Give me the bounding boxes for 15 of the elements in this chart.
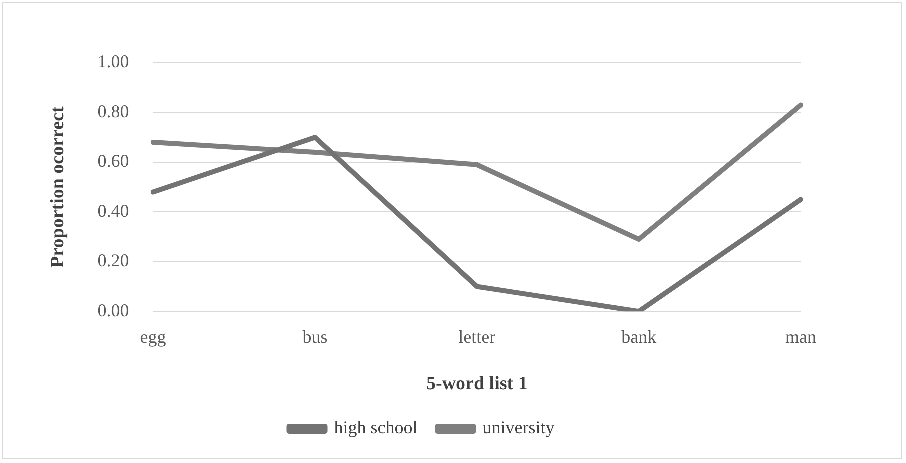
x-tick-label: man <box>786 327 816 348</box>
x-axis-title: 5-word list 1 <box>426 374 528 395</box>
x-tick-label: bus <box>302 327 328 348</box>
x-tick-label: egg <box>140 327 166 348</box>
y-tick-label: 0.40 <box>98 200 130 221</box>
x-tick-label: letter <box>458 327 496 348</box>
y-tick-label: 0.80 <box>98 101 130 122</box>
y-tick-label: 0.60 <box>98 151 130 172</box>
legend-label: university <box>482 418 555 438</box>
legend-label: high school <box>334 418 418 438</box>
y-axis-title: Proportion ocorrect <box>47 106 68 268</box>
x-tick-label: bank <box>622 327 657 348</box>
y-tick-label: 0.00 <box>98 300 130 320</box>
y-tick-label: 0.20 <box>98 250 130 271</box>
y-tick-label: 1.00 <box>98 52 130 72</box>
